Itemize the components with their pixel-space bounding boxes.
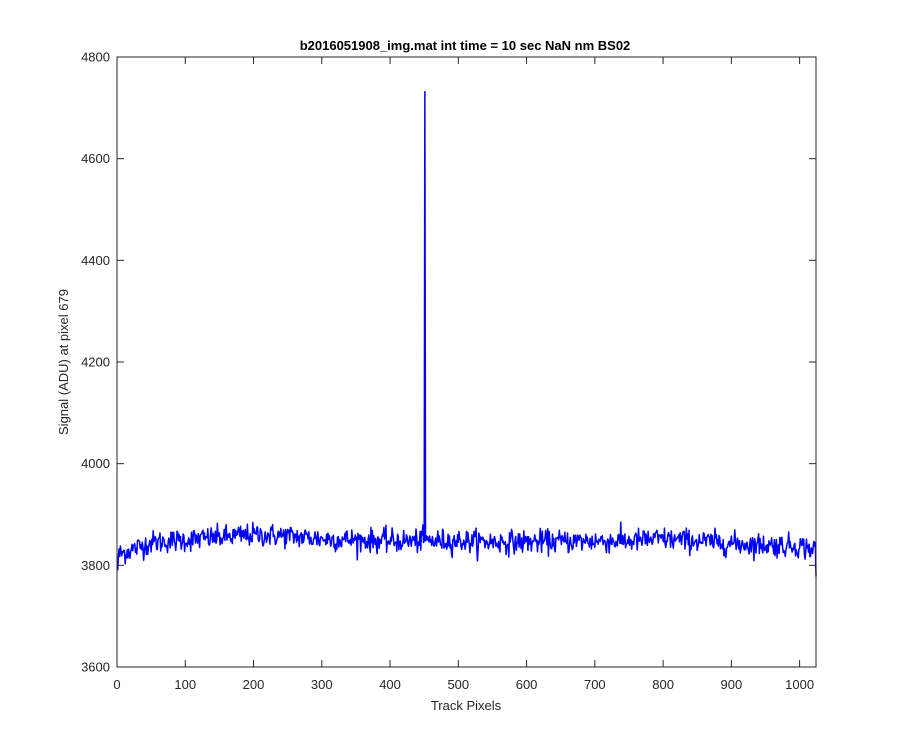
x-tick-label: 200 (243, 677, 265, 692)
x-tick-label: 600 (516, 677, 538, 692)
y-tick-label: 4600 (81, 151, 110, 166)
y-tick-label: 4200 (81, 355, 110, 370)
axes-box (116, 56, 817, 668)
chart-title: b2016051908_img.mat int time = 10 sec Na… (300, 38, 631, 53)
series-line (116, 90, 817, 577)
x-tick-label: 300 (311, 677, 333, 692)
x-tick-label: 700 (584, 677, 606, 692)
x-tick-label: 400 (379, 677, 401, 692)
y-tick-label: 4000 (81, 456, 110, 471)
y-tick-label: 4400 (81, 253, 110, 268)
ticks-layer: 0 100 200 300 400 500 600 700 800 900 1000 3600 3800… (81, 50, 816, 692)
x-axis-label: Track Pixels (431, 698, 502, 713)
x-tick-label: 100 (174, 677, 196, 692)
x-tick-label: 0 (113, 677, 120, 692)
y-axis-label: Signal (ADU) at pixel 679 (56, 289, 71, 435)
x-tick-label: 800 (652, 677, 674, 692)
x-tick-label: 900 (721, 677, 743, 692)
x-tick-label: 1000 (785, 677, 814, 692)
y-tick-label: 3600 (81, 660, 110, 675)
y-tick-label: 3800 (81, 558, 110, 573)
x-tick-label: 500 (447, 677, 469, 692)
y-tick-label: 4800 (81, 50, 110, 65)
